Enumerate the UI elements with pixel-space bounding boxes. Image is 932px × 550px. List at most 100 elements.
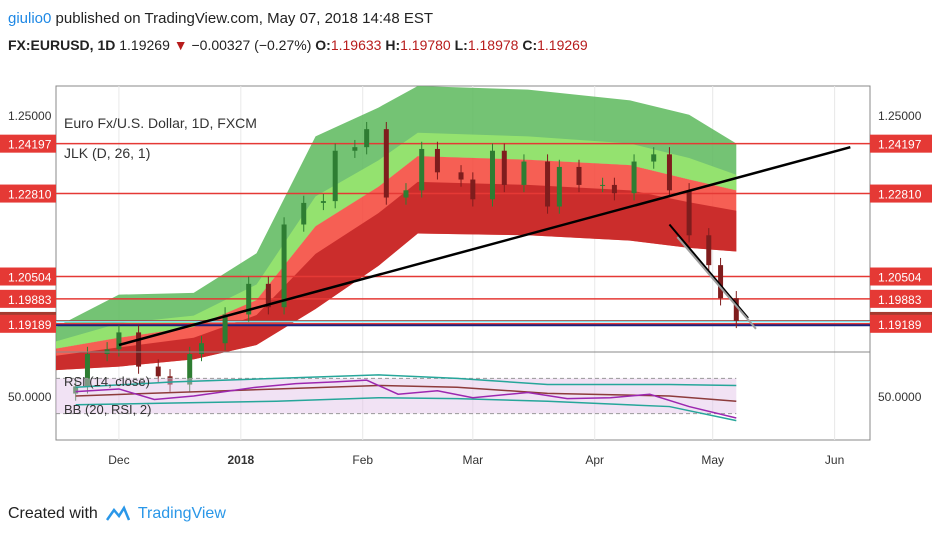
low-label: L: (454, 37, 468, 53)
candle-body (403, 190, 409, 198)
candle-body (458, 172, 464, 180)
red-inner-band (56, 181, 737, 371)
candle-body (116, 332, 122, 350)
x-tick: 2018 (227, 453, 254, 467)
price-tag-left (0, 134, 56, 153)
candle-body (545, 161, 551, 207)
candle-body (383, 129, 389, 198)
price-tag-right (870, 134, 932, 153)
chart-frame (55, 85, 871, 441)
y-tick-right: 1.25000 (878, 109, 922, 123)
tradingview-brand[interactable]: TradingView (137, 505, 226, 522)
candle-body (470, 179, 476, 200)
candle-body (364, 129, 370, 148)
candle-body (281, 224, 287, 308)
candle-body (733, 298, 739, 321)
price-change: −0.00327 (−0.27%) (191, 37, 312, 53)
x-tick: May (701, 453, 724, 467)
indicator-label: JLK (D, 26, 1) (64, 145, 150, 161)
candle-body (419, 148, 425, 191)
candle-body (434, 148, 440, 173)
bb-line (75, 374, 737, 388)
trend-line (118, 145, 851, 347)
open-label: O: (315, 37, 331, 53)
channel-line (676, 236, 757, 330)
symbol-header: FX:EURUSD, 1D 1.19269 ▼ −0.00327 (−0.27%… (8, 37, 588, 53)
x-tick: Mar (462, 453, 483, 467)
x-tick: Dec (108, 453, 129, 467)
candle-body (332, 150, 338, 202)
published-text: published on TradingView.com, May 07, 20… (55, 10, 434, 27)
price-tag-right-label: 1.24197 (878, 138, 922, 152)
price-tag-left-label: 1.19883 (8, 293, 52, 307)
price-tag-right-label: 1.22810 (878, 188, 922, 202)
y-tick-left: 1.25000 (8, 109, 52, 123)
price-tag-right (870, 267, 932, 286)
price-tag-left-label: 1.19189 (8, 318, 52, 332)
candle-body (501, 150, 507, 185)
rsi-tick-right: 50.0000 (878, 390, 922, 404)
candle-body (556, 166, 562, 207)
symbol-name: FX:EURUSD, 1D (8, 37, 116, 53)
candle-body (167, 376, 173, 385)
high-label: H: (385, 37, 401, 53)
candle-body (136, 332, 142, 367)
candle-body (631, 161, 637, 194)
candle-body (489, 150, 495, 200)
candle-body (686, 190, 692, 236)
candle-body (576, 166, 582, 185)
channel-line (668, 223, 749, 319)
candle-body (198, 343, 204, 354)
rsi-line (75, 379, 737, 419)
price-tag-left (0, 267, 56, 286)
created-with-text: Created with (8, 505, 98, 522)
candle-body (301, 202, 307, 225)
tradingview-logo-icon (105, 505, 130, 521)
candle-body (718, 265, 724, 299)
x-tick: Jun (825, 453, 844, 467)
candle-body (651, 154, 657, 162)
candle-body (222, 314, 228, 344)
candle-body (320, 201, 326, 203)
candle-body (84, 353, 90, 387)
bb-line (75, 384, 737, 403)
candle-body (600, 184, 606, 186)
rsi-tick-left: 50.0000 (8, 390, 52, 404)
low-value: 1.18978 (467, 37, 519, 53)
candle-body (521, 161, 527, 185)
x-tick: Feb (352, 453, 373, 467)
axes: 1.25000 1.25000 1.24197 1.24197 1.22810 1.228… (0, 109, 932, 467)
bb-label: BB (20, RSI, 2) (64, 402, 151, 417)
candle-body (73, 386, 79, 394)
drawn-lines (118, 145, 851, 347)
price-tag-right-label: 1.19189 (878, 318, 922, 332)
candle-body (611, 184, 617, 194)
price-tag-left (0, 289, 56, 308)
x-tick: Apr (585, 453, 604, 467)
price-tag-left (0, 184, 56, 203)
price-tag-left-label: 1.20504 (8, 271, 52, 285)
close-label: C: (522, 37, 538, 53)
bb-line (75, 397, 737, 422)
price-tag-left-label: 1.24197 (8, 138, 52, 152)
price-tag-left (0, 314, 56, 333)
author-link[interactable]: giulio0 (8, 10, 52, 27)
candles (73, 121, 739, 401)
candle-body (265, 283, 271, 308)
price-tag-left-label: 1.22810 (8, 188, 52, 202)
candle-body (155, 366, 161, 377)
candle-body (706, 235, 712, 266)
candle-body (666, 154, 672, 191)
footer: Created with TradingView (8, 505, 226, 523)
price-tag-right-label: 1.19883 (878, 293, 922, 307)
price-tag-right (870, 289, 932, 308)
green-inner-band (56, 132, 737, 349)
close-value: 1.19269 (537, 37, 588, 53)
open-value: 1.19633 (330, 37, 382, 53)
rsi-label: RSI (14, close) (64, 374, 150, 389)
price-tag-right (870, 314, 932, 333)
price-tag-right-label: 1.20504 (878, 271, 922, 285)
down-arrow-icon: ▼ (173, 37, 188, 53)
candle-body (352, 147, 358, 151)
